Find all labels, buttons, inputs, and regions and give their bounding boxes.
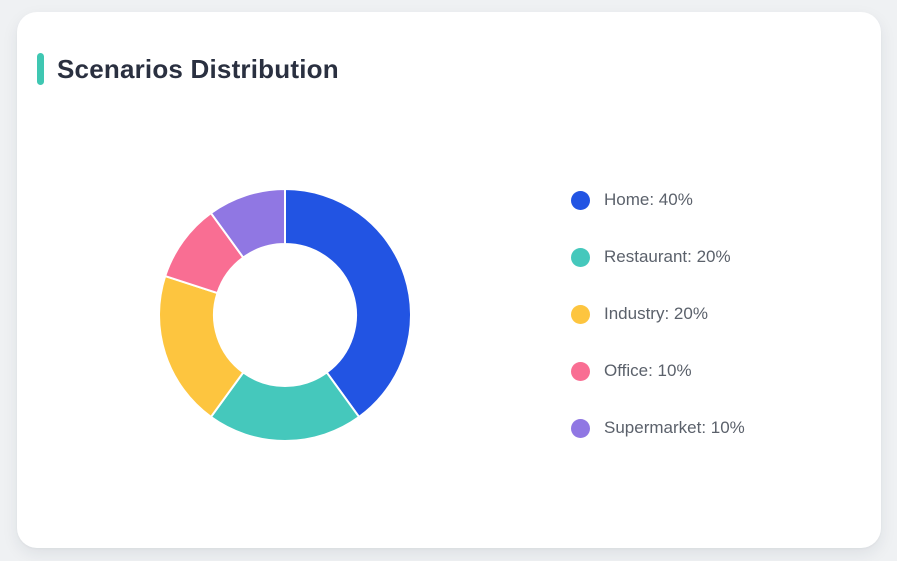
scenarios-distribution-card: Scenarios Distribution Home: 40% Restaur… <box>17 12 881 548</box>
legend-label: Restaurant: 20% <box>604 247 731 266</box>
legend-swatch-circle <box>571 190 590 210</box>
chart-legend: Home: 40% Restaurant: 20% Industry: 20% … <box>571 190 745 438</box>
legend-item-restaurant[interactable]: Restaurant: 20% <box>571 247 745 267</box>
legend-label: Industry: 20% <box>604 304 708 323</box>
legend-swatch-circle <box>571 304 590 324</box>
donut-chart <box>155 185 415 445</box>
legend-swatch-circle <box>571 361 590 381</box>
legend-label: Home: 40% <box>604 190 693 209</box>
legend-swatch-circle <box>571 247 590 267</box>
legend-swatch-circle <box>571 418 590 438</box>
title-accent-bar <box>37 53 44 85</box>
legend-item-office[interactable]: Office: 10% <box>571 361 745 381</box>
page-title: Scenarios Distribution <box>57 54 339 84</box>
legend-item-industry[interactable]: Industry: 20% <box>571 304 745 324</box>
donut-segment-supermarket[interactable] <box>209 188 286 259</box>
legend-item-home[interactable]: Home: 40% <box>571 190 745 210</box>
legend-label: Office: 10% <box>604 361 692 380</box>
legend-item-supermarket[interactable]: Supermarket: 10% <box>571 418 745 438</box>
donut-chart-svg <box>158 188 412 442</box>
legend-label: Supermarket: 10% <box>604 418 745 437</box>
card-header: Scenarios Distribution <box>37 53 339 85</box>
donut-segment-home[interactable] <box>284 188 412 418</box>
